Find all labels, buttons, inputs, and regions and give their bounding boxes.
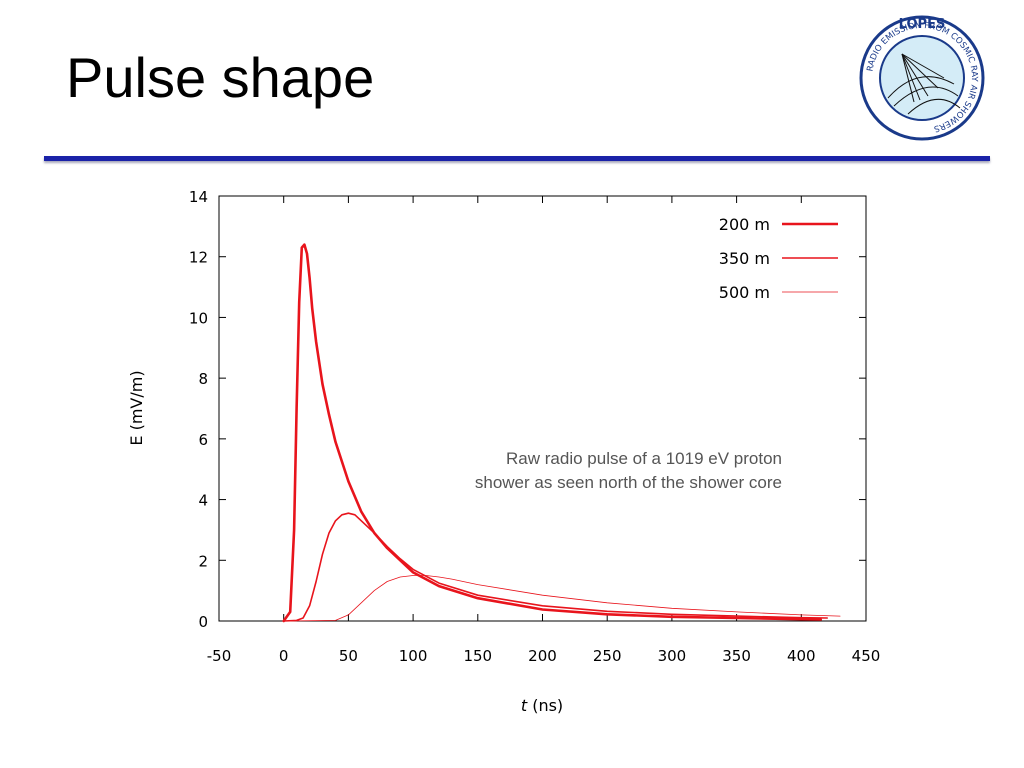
series-line-200-m — [282, 243, 823, 623]
x-tick-label: -50 — [207, 647, 232, 665]
pulse-shape-chart: -50 0 50 100 150 200 250 300 350 400 450 0 2 4 6 8 10 12… — [127, 188, 881, 715]
logo-name: LOPES — [899, 17, 946, 32]
x-tick-label: 300 — [658, 647, 687, 665]
series-line-350-m — [282, 512, 829, 622]
curves — [282, 243, 841, 623]
x-axis-ticks: -50 0 50 100 150 200 250 300 350 400 450 — [207, 196, 881, 665]
y-tick-label: 8 — [198, 370, 208, 388]
x-axis-label: t (ns) — [521, 696, 563, 715]
y-axis-ticks: 0 2 4 6 8 10 12 14 — [189, 188, 866, 631]
y-axis-label: E (mV/m) — [127, 370, 146, 445]
annotation-line-1: Raw radio pulse of a 1019 eV proton — [506, 449, 782, 468]
legend-label: 500 m — [719, 283, 770, 302]
legend-label: 200 m — [719, 215, 770, 234]
legend-label: 350 m — [719, 249, 770, 268]
x-tick-label: 100 — [399, 647, 428, 665]
x-tick-label: 150 — [463, 647, 492, 665]
y-tick-label: 10 — [189, 309, 208, 327]
x-tick-label: 400 — [787, 647, 816, 665]
x-tick-label: 0 — [279, 647, 289, 665]
legend: 200 m 350 m 500 m — [719, 215, 838, 302]
lopes-logo: RADIO EMISSION FROM COSMIC RAY AIR SHOWE… — [859, 15, 985, 141]
y-tick-label: 0 — [198, 613, 208, 631]
y-tick-label: 6 — [198, 431, 208, 449]
y-tick-label: 4 — [198, 492, 208, 510]
annotation-line-2: shower as seen north of the shower core — [475, 473, 782, 492]
x-tick-label: 50 — [339, 647, 358, 665]
x-tick-label: 250 — [593, 647, 622, 665]
y-tick-label: 12 — [189, 249, 208, 267]
logo-shower-icon — [887, 53, 961, 115]
x-axis-label-unit: (ns) — [527, 696, 563, 715]
y-tick-label: 2 — [198, 552, 208, 570]
series-line-500-m — [283, 575, 841, 622]
y-tick-label: 14 — [189, 188, 208, 206]
slide-title: Pulse shape — [66, 46, 375, 109]
x-tick-label: 450 — [852, 647, 881, 665]
x-axis-label-italic: t — [521, 696, 528, 715]
x-tick-label: 350 — [722, 647, 751, 665]
logo-inner-ring — [879, 35, 965, 121]
x-tick-label: 200 — [528, 647, 557, 665]
title-divider — [44, 156, 990, 161]
